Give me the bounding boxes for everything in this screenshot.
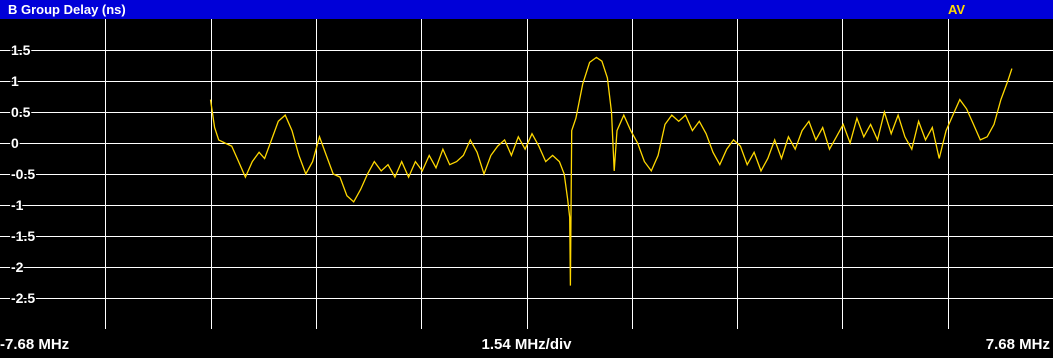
group-delay-trace: [209, 56, 1013, 286]
trace-title: B Group Delay (ns): [8, 2, 126, 17]
span-per-div-label: 1.54 MHz/div: [481, 336, 572, 353]
y-tick-label: -2.5: [11, 290, 35, 306]
group-delay-plot: 1.5 1 0.5 0 -0.5 -1 -1.5 -2 -2.5: [0, 19, 1053, 329]
y-tick-label: -1.5: [11, 228, 35, 244]
y-tick-label: 0.5: [11, 104, 31, 120]
y-tick-label: 1.5: [11, 42, 31, 58]
y-tick-labels: 1.5 1 0.5 0 -0.5 -1 -1.5 -2 -2.5: [10, 41, 37, 308]
start-frequency-label: -7.68 MHz: [0, 336, 70, 353]
y-tick-label: -2: [11, 259, 24, 275]
y-tick-label: 1: [11, 73, 19, 89]
grid: [0, 19, 1053, 329]
frequency-axis-footer: -7.68 MHz 1.54 MHz/div 7.68 MHz: [0, 329, 1053, 356]
trace-mode-label: AV: [948, 2, 966, 17]
y-tick-label: -0.5: [11, 166, 35, 182]
stop-frequency-label: 7.68 MHz: [985, 336, 1050, 353]
trace-title-bar: B Group Delay (ns) AV: [0, 0, 1053, 19]
y-tick-label: -1: [11, 197, 24, 213]
y-tick-label: 0: [11, 135, 19, 151]
